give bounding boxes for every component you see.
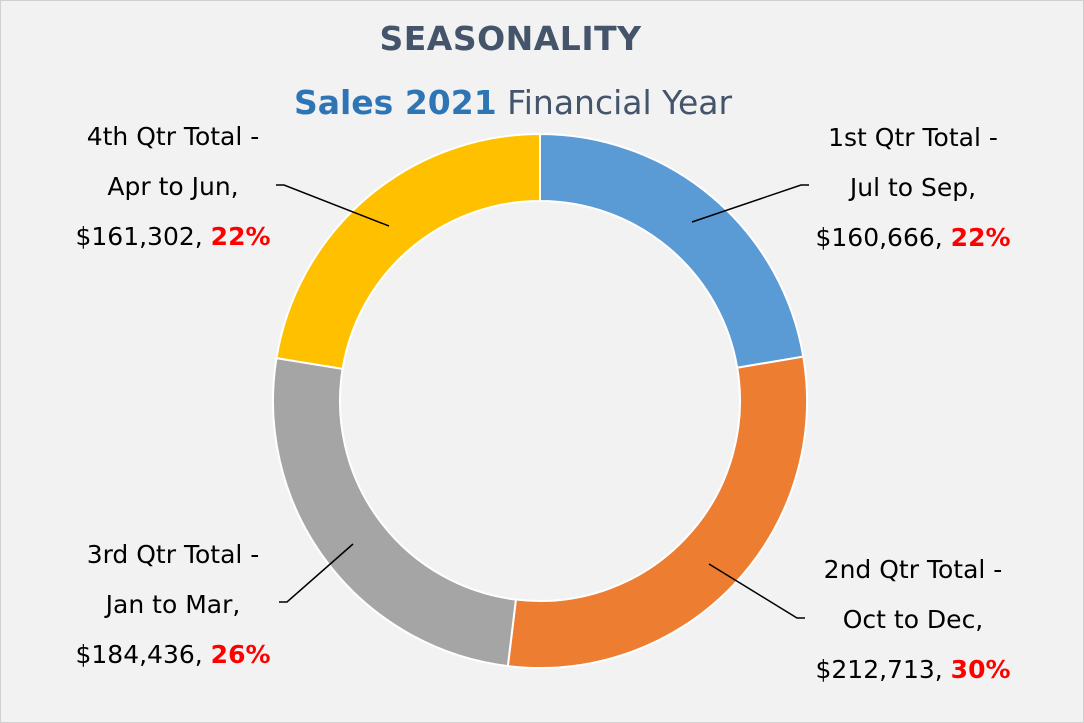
slice-label-q4: 4th Qtr Total - Apr to Jun, $161,302, 22… (53, 112, 293, 262)
leader-line-q4 (276, 184, 390, 227)
leader-line-q1 (691, 184, 809, 223)
subtitle-rest: Financial Year (507, 83, 733, 122)
donut-slice-q2 (506, 355, 808, 669)
chart-title: SEASONALITY (379, 19, 642, 58)
leader-line-q3 (279, 543, 354, 603)
slice-label-q2-line2: Oct to Dec, (842, 605, 984, 634)
slice-label-q1-line1: 1st Qtr Total - (828, 123, 998, 152)
slice-label-q3-line1: 3rd Qtr Total - (86, 540, 260, 569)
slice-label-q1-line2: Jul to Sep, (849, 173, 977, 202)
slice-label-q2-line1: 2nd Qtr Total - (823, 555, 1003, 584)
slice-label-q4-line1: 4th Qtr Total - (86, 122, 260, 151)
subtitle-strong: Sales 2021 (293, 83, 497, 122)
slice-label-q4-value: $161,302, (75, 222, 203, 251)
slice-label-q1-value: $160,666, (815, 223, 943, 252)
slice-label-q2-value: $212,713, (815, 655, 943, 684)
slice-label-q3: 3rd Qtr Total - Jan to Mar, $184,436, 26… (53, 530, 293, 680)
slice-label-q1: 1st Qtr Total - Jul to Sep, $160,666, 22… (793, 113, 1033, 263)
slice-label-q4-pct: 22% (210, 222, 271, 251)
slice-label-q4-line2: Apr to Jun, (107, 172, 239, 201)
slice-label-q2: 2nd Qtr Total - Oct to Dec, $212,713, 30… (793, 545, 1033, 695)
donut-slice-q3 (272, 356, 518, 668)
chart-subtitle: Sales 2021 Financial Year (1, 83, 1025, 122)
leader-line-q2 (708, 563, 805, 619)
donut-slice-q1 (539, 132, 805, 369)
slice-label-q3-pct: 26% (210, 640, 271, 669)
donut-slices (272, 132, 808, 669)
slice-label-q2-pct: 30% (950, 655, 1011, 684)
slice-label-q3-line2: Jan to Mar, (105, 590, 241, 619)
donut-slice-q4 (275, 132, 541, 370)
leader-lines (276, 184, 809, 619)
slice-label-q3-value: $184,436, (75, 640, 203, 669)
slice-label-q1-pct: 22% (950, 223, 1011, 252)
